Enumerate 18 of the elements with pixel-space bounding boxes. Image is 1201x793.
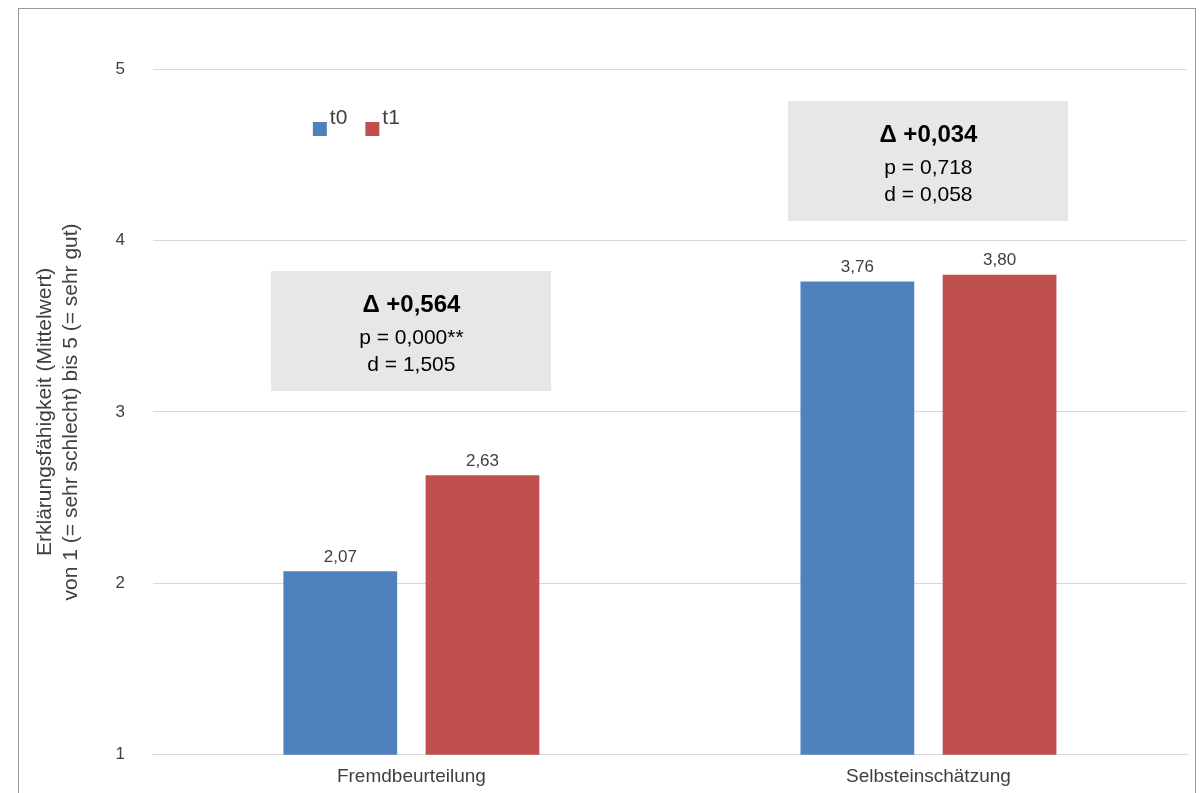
y-tick-label: 2: [115, 573, 125, 593]
data-label: 2,07: [323, 546, 357, 566]
annotation: Δ +0,034 p = 0,718 d = 0,058: [878, 119, 979, 207]
y-tick-label: 5: [115, 58, 125, 78]
x-tick-label: Fremdbeurteilung: [336, 765, 486, 787]
annotation: Δ +0,564 p = 0,000** d = 1,505: [358, 289, 465, 377]
y-tick-label: 4: [115, 230, 125, 250]
data-label: 2,63: [465, 450, 500, 470]
legend-label: t0: [329, 105, 348, 129]
note-box: Δ +0,034 p = 0,718 d = 0,058: [788, 101, 1069, 221]
y-tick-label: 3: [115, 401, 125, 421]
note-box: Δ +0,564 p = 0,000** d = 1,505: [271, 271, 552, 391]
data-label: 3,80: [983, 249, 1017, 269]
y-tick-label: 1: [115, 744, 125, 764]
data-label: 3,76: [840, 256, 874, 276]
y-axis-title: Erklärungsfähigkeit (Mittelwert) von 1 (= sehr schlecht) bis 5 (= sehr gut): [32, 223, 81, 601]
legend-label: t1: [382, 105, 400, 129]
x-tick-label: Selbsteinschätzung: [846, 765, 1011, 787]
